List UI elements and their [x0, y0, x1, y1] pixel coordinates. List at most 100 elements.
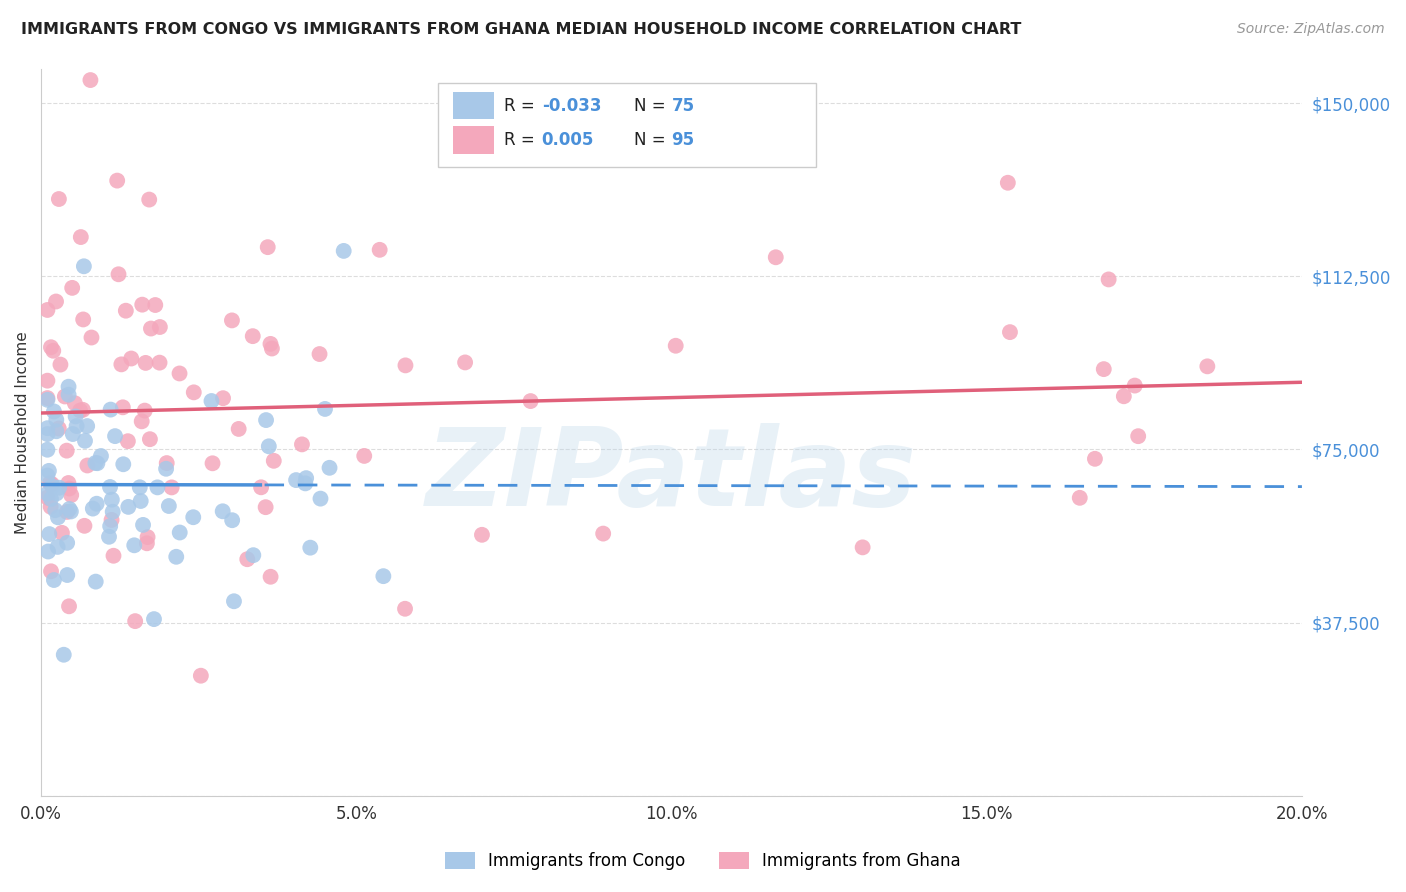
Point	[42, 404, 65, 418]
Point	[294, 476, 316, 491]
Point	[201, 456, 224, 470]
Point	[63, 396, 86, 410]
Text: R =: R =	[503, 131, 546, 149]
Point	[60, 488, 83, 502]
Point	[37, 468, 59, 483]
Point	[110, 357, 132, 371]
Point	[79, 73, 101, 87]
Point	[183, 385, 205, 400]
FancyBboxPatch shape	[453, 126, 494, 153]
Point	[149, 320, 172, 334]
Point	[38, 464, 60, 478]
Point	[59, 504, 82, 518]
Point	[136, 530, 159, 544]
Point	[39, 491, 62, 506]
Point	[190, 669, 212, 683]
Point	[37, 491, 59, 505]
Point	[295, 471, 318, 485]
Point	[131, 414, 153, 428]
Point	[291, 437, 314, 451]
Point	[101, 505, 124, 519]
Point	[101, 492, 124, 507]
Point	[368, 243, 391, 257]
Text: IMMIGRANTS FROM CONGO VS IMMIGRANTS FROM GHANA MEDIAN HOUSEHOLD INCOME CORRELATI: IMMIGRANTS FROM CONGO VS IMMIGRANTS FROM…	[21, 22, 1022, 37]
Text: 0.005: 0.005	[541, 131, 593, 149]
Point	[256, 240, 278, 254]
Point	[76, 458, 98, 473]
Point	[37, 391, 59, 405]
Point	[519, 394, 541, 409]
Point	[58, 599, 80, 614]
Point	[221, 313, 243, 327]
Point	[107, 267, 129, 281]
Point	[1092, 362, 1115, 376]
Point	[373, 569, 395, 583]
Point	[55, 443, 77, 458]
Point	[37, 427, 59, 442]
Point	[103, 549, 125, 563]
Point	[86, 497, 108, 511]
Point	[51, 525, 73, 540]
Point	[45, 424, 67, 438]
Point	[200, 394, 222, 409]
Point	[56, 536, 79, 550]
Point	[60, 281, 83, 295]
Point	[148, 356, 170, 370]
Point	[260, 342, 283, 356]
Point	[1128, 429, 1150, 443]
Point	[58, 502, 80, 516]
Point	[259, 570, 281, 584]
Point	[37, 442, 59, 457]
FancyBboxPatch shape	[453, 92, 494, 120]
Point	[314, 401, 336, 416]
Point	[998, 325, 1021, 339]
Point	[285, 473, 308, 487]
Point	[48, 192, 70, 206]
Point	[128, 480, 150, 494]
Point	[852, 541, 875, 555]
Point	[52, 648, 75, 662]
Point	[143, 298, 166, 312]
Point	[122, 538, 145, 552]
FancyBboxPatch shape	[439, 83, 817, 167]
Point	[38, 527, 60, 541]
Point	[146, 480, 169, 494]
Point	[100, 402, 122, 417]
Point	[58, 475, 80, 490]
Point	[37, 421, 59, 435]
Point	[104, 429, 127, 443]
Point	[353, 449, 375, 463]
Point	[131, 298, 153, 312]
Point	[155, 462, 177, 476]
Point	[72, 402, 94, 417]
Point	[115, 303, 138, 318]
Point	[73, 518, 96, 533]
Point	[37, 374, 59, 388]
Point	[250, 480, 273, 494]
Point	[48, 481, 70, 495]
Point	[48, 421, 70, 435]
Point	[53, 389, 76, 403]
Point	[117, 500, 139, 514]
Point	[37, 302, 59, 317]
Point	[228, 422, 250, 436]
Point	[242, 329, 264, 343]
Point	[242, 548, 264, 562]
Point	[84, 574, 107, 589]
Point	[82, 501, 104, 516]
Point	[56, 505, 79, 519]
Point	[73, 434, 96, 448]
Point	[143, 612, 166, 626]
Point	[41, 477, 63, 491]
Point	[454, 355, 477, 369]
Text: 95: 95	[672, 131, 695, 149]
Point	[665, 339, 688, 353]
Point	[90, 449, 112, 463]
Text: 75: 75	[672, 96, 695, 114]
Point	[117, 434, 139, 449]
Point	[997, 176, 1019, 190]
Point	[308, 347, 330, 361]
Point	[257, 439, 280, 453]
Point	[263, 454, 285, 468]
Point	[41, 479, 63, 493]
